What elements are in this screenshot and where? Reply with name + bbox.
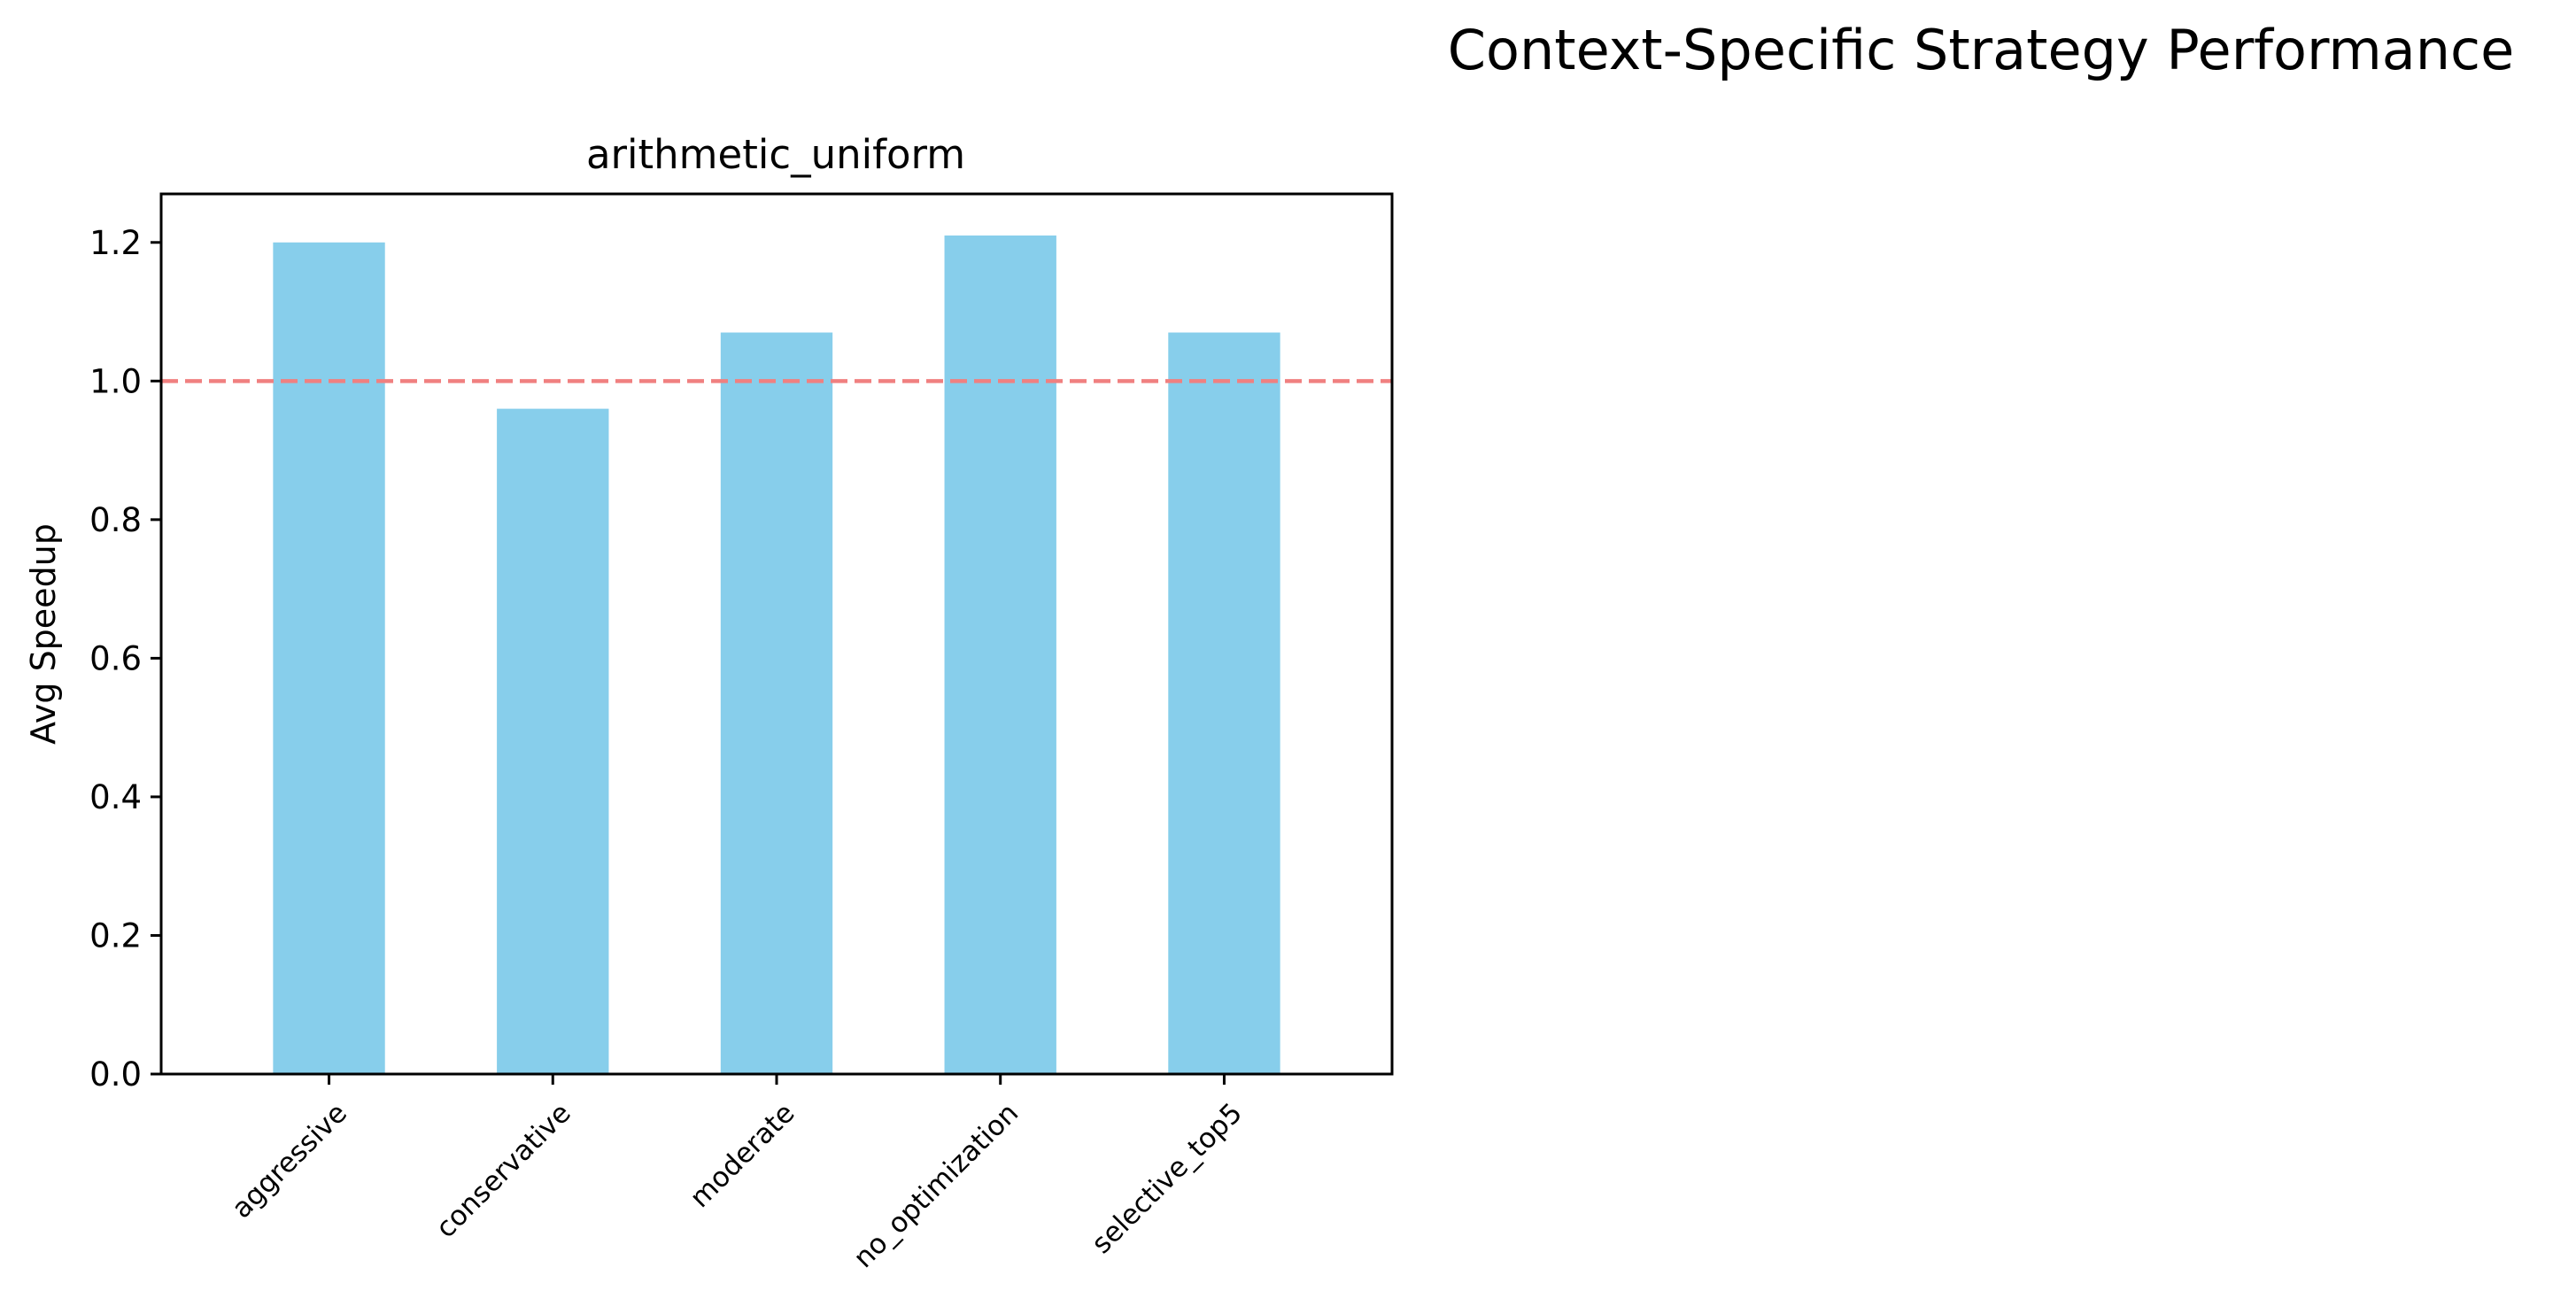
x-tick-label: moderate	[684, 1097, 801, 1214]
axes-frame	[159, 192, 1394, 1076]
x-axis-ticks: aggressive conservative moderate no_optimiz…	[226, 1074, 1249, 1274]
bar-no_optimization	[944, 235, 1056, 1074]
y-tick-label: 1.2	[89, 224, 142, 262]
bar-moderate	[720, 332, 833, 1075]
figure-suptitle: Context-Specific Strategy Performance	[1448, 18, 2515, 82]
bar-group	[273, 235, 1280, 1075]
x-tick-label: selective_top5	[1086, 1097, 1249, 1260]
bar-aggressive	[273, 242, 385, 1074]
chart-title: arithmetic_uniform	[586, 131, 965, 178]
y-tick-label: 0.4	[89, 778, 142, 816]
chart-axes: arithmetic_uniform 0.0 0.2 0.4 0.6 0.8 1.0 1.2…	[24, 131, 1394, 1274]
x-tick-label: aggressive	[226, 1097, 353, 1225]
bar-conservative	[497, 408, 609, 1075]
x-tick-label: no_optimization	[847, 1097, 1025, 1274]
y-tick-label: 0.2	[89, 916, 142, 955]
y-tick-label: 0.0	[89, 1055, 142, 1094]
x-tick-label: conservative	[429, 1097, 576, 1244]
y-tick-label: 0.6	[89, 639, 142, 677]
bar-selective_top5	[1168, 332, 1280, 1075]
y-tick-label: 0.8	[89, 501, 142, 539]
y-axis-ticks: 0.0 0.2 0.4 0.6 0.8 1.0 1.2	[89, 224, 161, 1094]
y-tick-label: 1.0	[89, 362, 142, 400]
y-axis-label: Avg Speedup	[24, 523, 63, 745]
